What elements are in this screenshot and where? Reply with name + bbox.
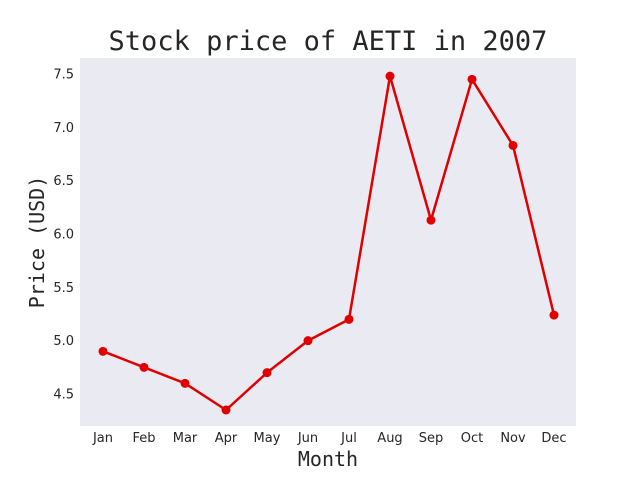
x-axis-label: Month xyxy=(298,447,358,471)
data-point xyxy=(344,314,354,324)
data-point xyxy=(467,74,477,84)
y-tick-label: 5.0 xyxy=(53,334,74,349)
y-tick-label: 5.5 xyxy=(53,281,74,296)
x-tick-label: Feb xyxy=(132,431,155,446)
x-tick-label: Apr xyxy=(215,431,238,446)
x-tick-label: Oct xyxy=(461,431,483,446)
data-point xyxy=(549,310,559,320)
data-point xyxy=(221,405,231,415)
x-tick-label: Aug xyxy=(377,431,402,446)
series-line xyxy=(102,74,556,412)
data-point xyxy=(98,346,108,356)
plot-area xyxy=(80,58,576,426)
y-tick-label: 4.5 xyxy=(53,388,74,403)
x-tick-label: Jun xyxy=(297,431,318,446)
data-point xyxy=(139,362,149,372)
y-tick-label: 6.0 xyxy=(53,228,74,243)
data-points xyxy=(98,71,559,415)
data-point xyxy=(426,215,436,225)
data-point xyxy=(262,368,272,378)
y-axis-label: Price (USD) xyxy=(25,176,49,308)
x-tick-label: Jul xyxy=(340,431,357,446)
x-tick-label: Dec xyxy=(541,431,566,446)
y-tick-labels: 4.5 5.0 5.5 6.0 6.5 7.0 7.5 xyxy=(53,68,74,403)
data-point xyxy=(303,336,313,346)
y-tick-label: 6.5 xyxy=(53,174,74,189)
y-tick-label: 7.0 xyxy=(53,121,74,136)
y-tick-label: 7.5 xyxy=(53,68,74,83)
x-tick-label: Sep xyxy=(419,431,444,446)
data-point xyxy=(180,378,190,388)
chart-title: Stock price of AETI in 2007 xyxy=(109,26,548,57)
x-tick-label: May xyxy=(254,431,281,446)
x-tick-label: Mar xyxy=(173,431,198,446)
data-point xyxy=(508,140,518,150)
data-point xyxy=(385,71,395,81)
x-tick-label: Jan xyxy=(92,431,113,446)
x-tick-label: Nov xyxy=(500,431,526,446)
x-tick-labels: Jan Feb Mar Apr May Jun Jul Aug Sep Oct Nov Dec xyxy=(92,431,567,446)
